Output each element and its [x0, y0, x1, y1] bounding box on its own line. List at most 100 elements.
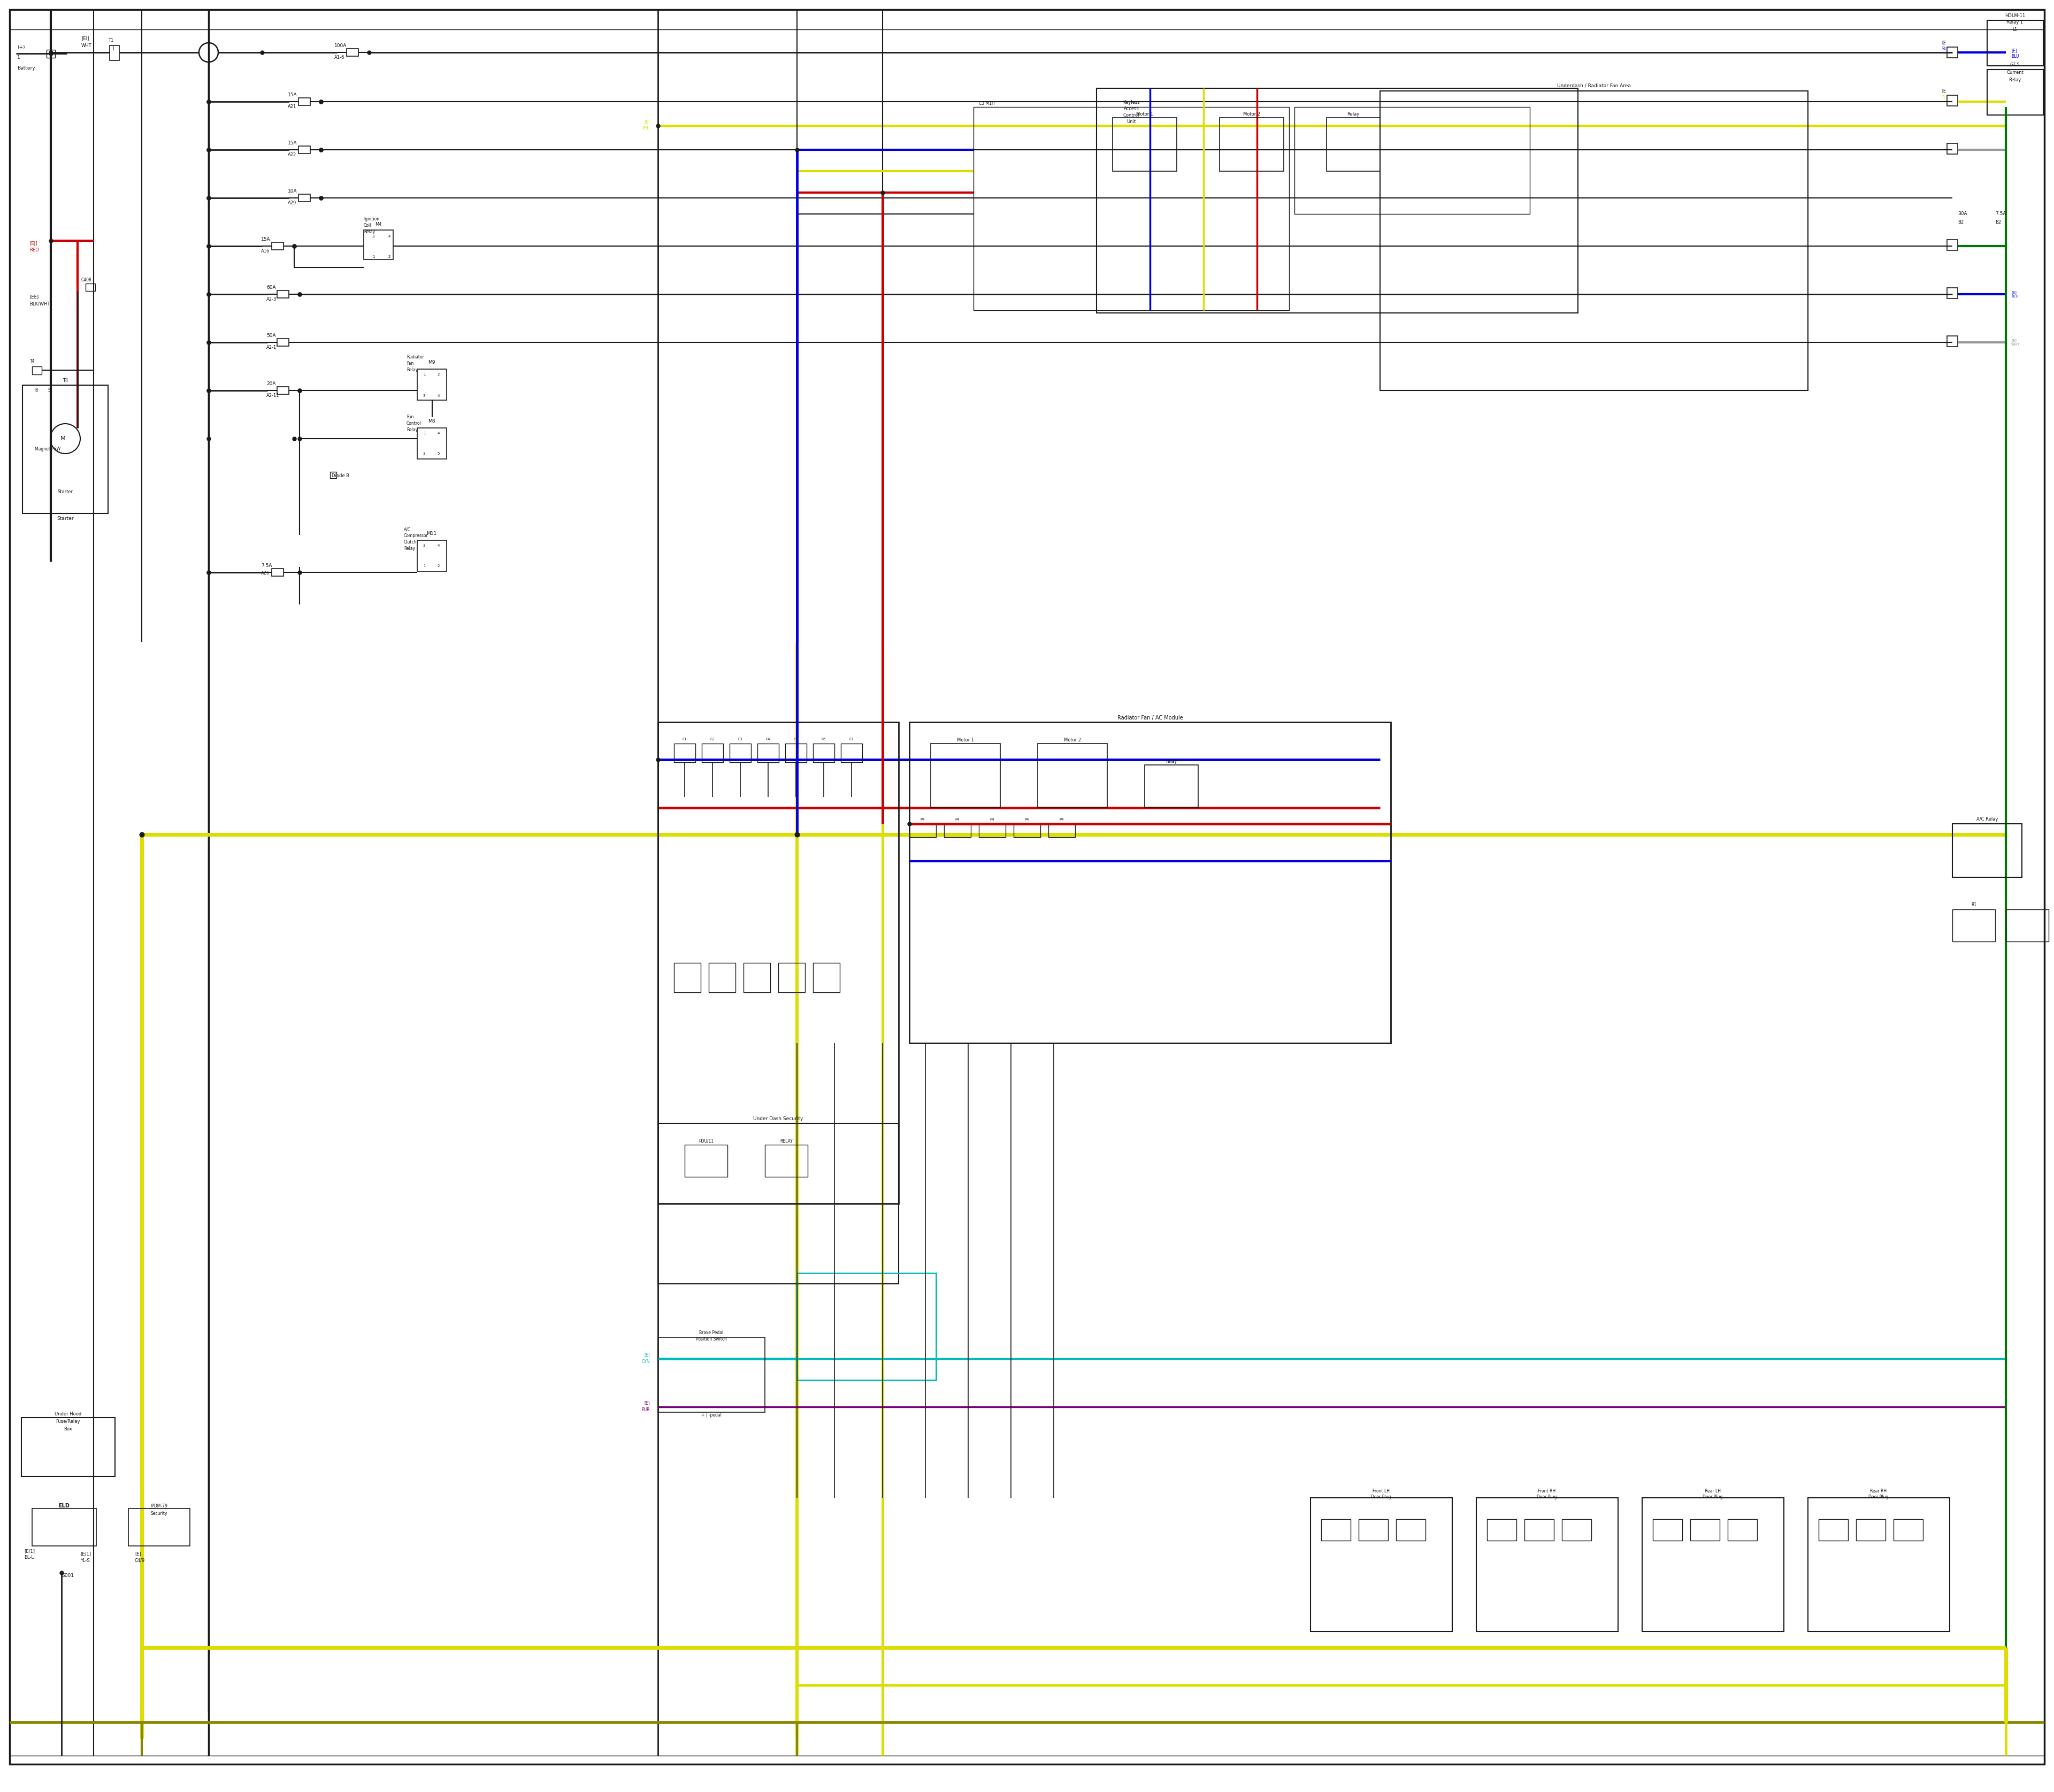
Bar: [657, 1337, 764, 1412]
Bar: [298, 99, 310, 106]
Bar: [1947, 47, 1957, 57]
Text: Front RH
Door Plug: Front RH Door Plug: [1536, 1489, 1557, 1500]
Text: 2: 2: [438, 373, 440, 376]
Text: [E]: [E]: [2011, 48, 2017, 54]
Bar: [1818, 1520, 1849, 1541]
Bar: [910, 824, 937, 837]
Text: Clutch: Clutch: [405, 539, 417, 545]
Text: RED: RED: [29, 247, 39, 253]
Bar: [910, 722, 1391, 1043]
Text: F6: F6: [822, 738, 826, 740]
Bar: [764, 1145, 807, 1177]
Bar: [657, 1124, 900, 1283]
Bar: [1037, 744, 1107, 808]
Bar: [347, 48, 357, 56]
Text: Relay 1: Relay 1: [2007, 20, 2023, 25]
Text: P4: P4: [955, 817, 959, 821]
Bar: [1808, 1498, 1949, 1631]
Text: [E]: [E]: [645, 1353, 649, 1357]
Text: F2: F2: [711, 738, 715, 740]
Text: Current: Current: [2007, 70, 2023, 75]
Bar: [1477, 1498, 1619, 1631]
Bar: [1653, 1520, 1682, 1541]
Bar: [758, 744, 778, 762]
Text: A21: A21: [288, 104, 296, 109]
Text: 7.5A: 7.5A: [1994, 211, 2007, 217]
Bar: [298, 194, 310, 202]
Text: Security: Security: [150, 1511, 166, 1516]
Text: Relay: Relay: [407, 428, 417, 432]
Bar: [1048, 824, 1074, 837]
Text: A29: A29: [288, 201, 296, 206]
Bar: [945, 824, 972, 837]
Text: 3: 3: [372, 235, 374, 238]
Bar: [21, 1417, 115, 1477]
Text: 1: 1: [423, 373, 425, 376]
Text: S001: S001: [62, 1573, 74, 1577]
Text: Fan: Fan: [407, 414, 413, 419]
Text: + | -pedal: + | -pedal: [700, 1414, 721, 1417]
Text: Rear RH
Door Plug: Rear RH Door Plug: [1869, 1489, 1888, 1500]
Bar: [1397, 1520, 1425, 1541]
Text: Relay: Relay: [405, 547, 415, 552]
Bar: [930, 744, 1000, 808]
Text: Starter: Starter: [58, 489, 74, 495]
Text: Motor 1: Motor 1: [1136, 111, 1152, 116]
Bar: [417, 369, 446, 400]
Text: Diode B: Diode B: [331, 473, 349, 478]
Bar: [2007, 909, 2048, 941]
Text: 1: 1: [372, 254, 374, 258]
Bar: [47, 50, 55, 57]
Text: GT-5: GT-5: [2011, 63, 2019, 68]
Text: T4: T4: [31, 358, 35, 364]
Bar: [974, 108, 1290, 310]
Text: 4: 4: [438, 545, 440, 547]
Bar: [1690, 1520, 1719, 1541]
Text: Motor 1: Motor 1: [957, 737, 974, 742]
Text: A16: A16: [261, 249, 269, 254]
Text: F4: F4: [766, 738, 770, 740]
Bar: [1641, 1498, 1783, 1631]
Text: BLK/WHT: BLK/WHT: [29, 301, 49, 306]
Text: Relay: Relay: [364, 229, 376, 235]
Bar: [1986, 20, 2044, 66]
Bar: [674, 744, 696, 762]
Bar: [417, 539, 446, 572]
Bar: [277, 290, 290, 297]
Text: M4: M4: [374, 222, 382, 228]
Bar: [1113, 118, 1177, 172]
Text: 2: 2: [438, 564, 440, 568]
Text: C4/9: C4/9: [136, 1557, 146, 1563]
Text: RELAY: RELAY: [781, 1138, 793, 1143]
Bar: [1358, 1520, 1389, 1541]
Bar: [1220, 118, 1284, 172]
Text: Ignition: Ignition: [364, 217, 380, 222]
Text: 15A: 15A: [288, 142, 298, 145]
Bar: [86, 283, 94, 290]
Text: Radiator Fan / AC Module: Radiator Fan / AC Module: [1117, 715, 1183, 720]
Text: F7: F7: [848, 738, 854, 740]
Bar: [1947, 240, 1957, 251]
Text: BL-L: BL-L: [25, 1555, 33, 1561]
Text: P4: P4: [1060, 817, 1064, 821]
Text: L1: L1: [2013, 27, 2017, 32]
Bar: [417, 428, 446, 459]
Bar: [109, 45, 119, 61]
Bar: [840, 744, 863, 762]
Bar: [785, 744, 807, 762]
Text: 3: 3: [423, 394, 425, 398]
Bar: [709, 962, 735, 993]
Text: F1: F1: [682, 738, 686, 740]
Text: 4: 4: [438, 432, 440, 435]
Text: R1: R1: [1972, 903, 1976, 907]
Text: HDLM-11: HDLM-11: [2005, 14, 2025, 18]
Text: S: S: [47, 389, 51, 392]
Text: [E]: [E]: [136, 1552, 142, 1557]
Text: 2: 2: [388, 254, 390, 258]
Bar: [1013, 824, 1041, 837]
Text: Radiator: Radiator: [407, 355, 423, 360]
Bar: [1310, 1498, 1452, 1631]
Text: A1-6: A1-6: [335, 56, 345, 61]
Text: 1: 1: [423, 564, 425, 568]
Text: 100A: 100A: [335, 43, 347, 48]
